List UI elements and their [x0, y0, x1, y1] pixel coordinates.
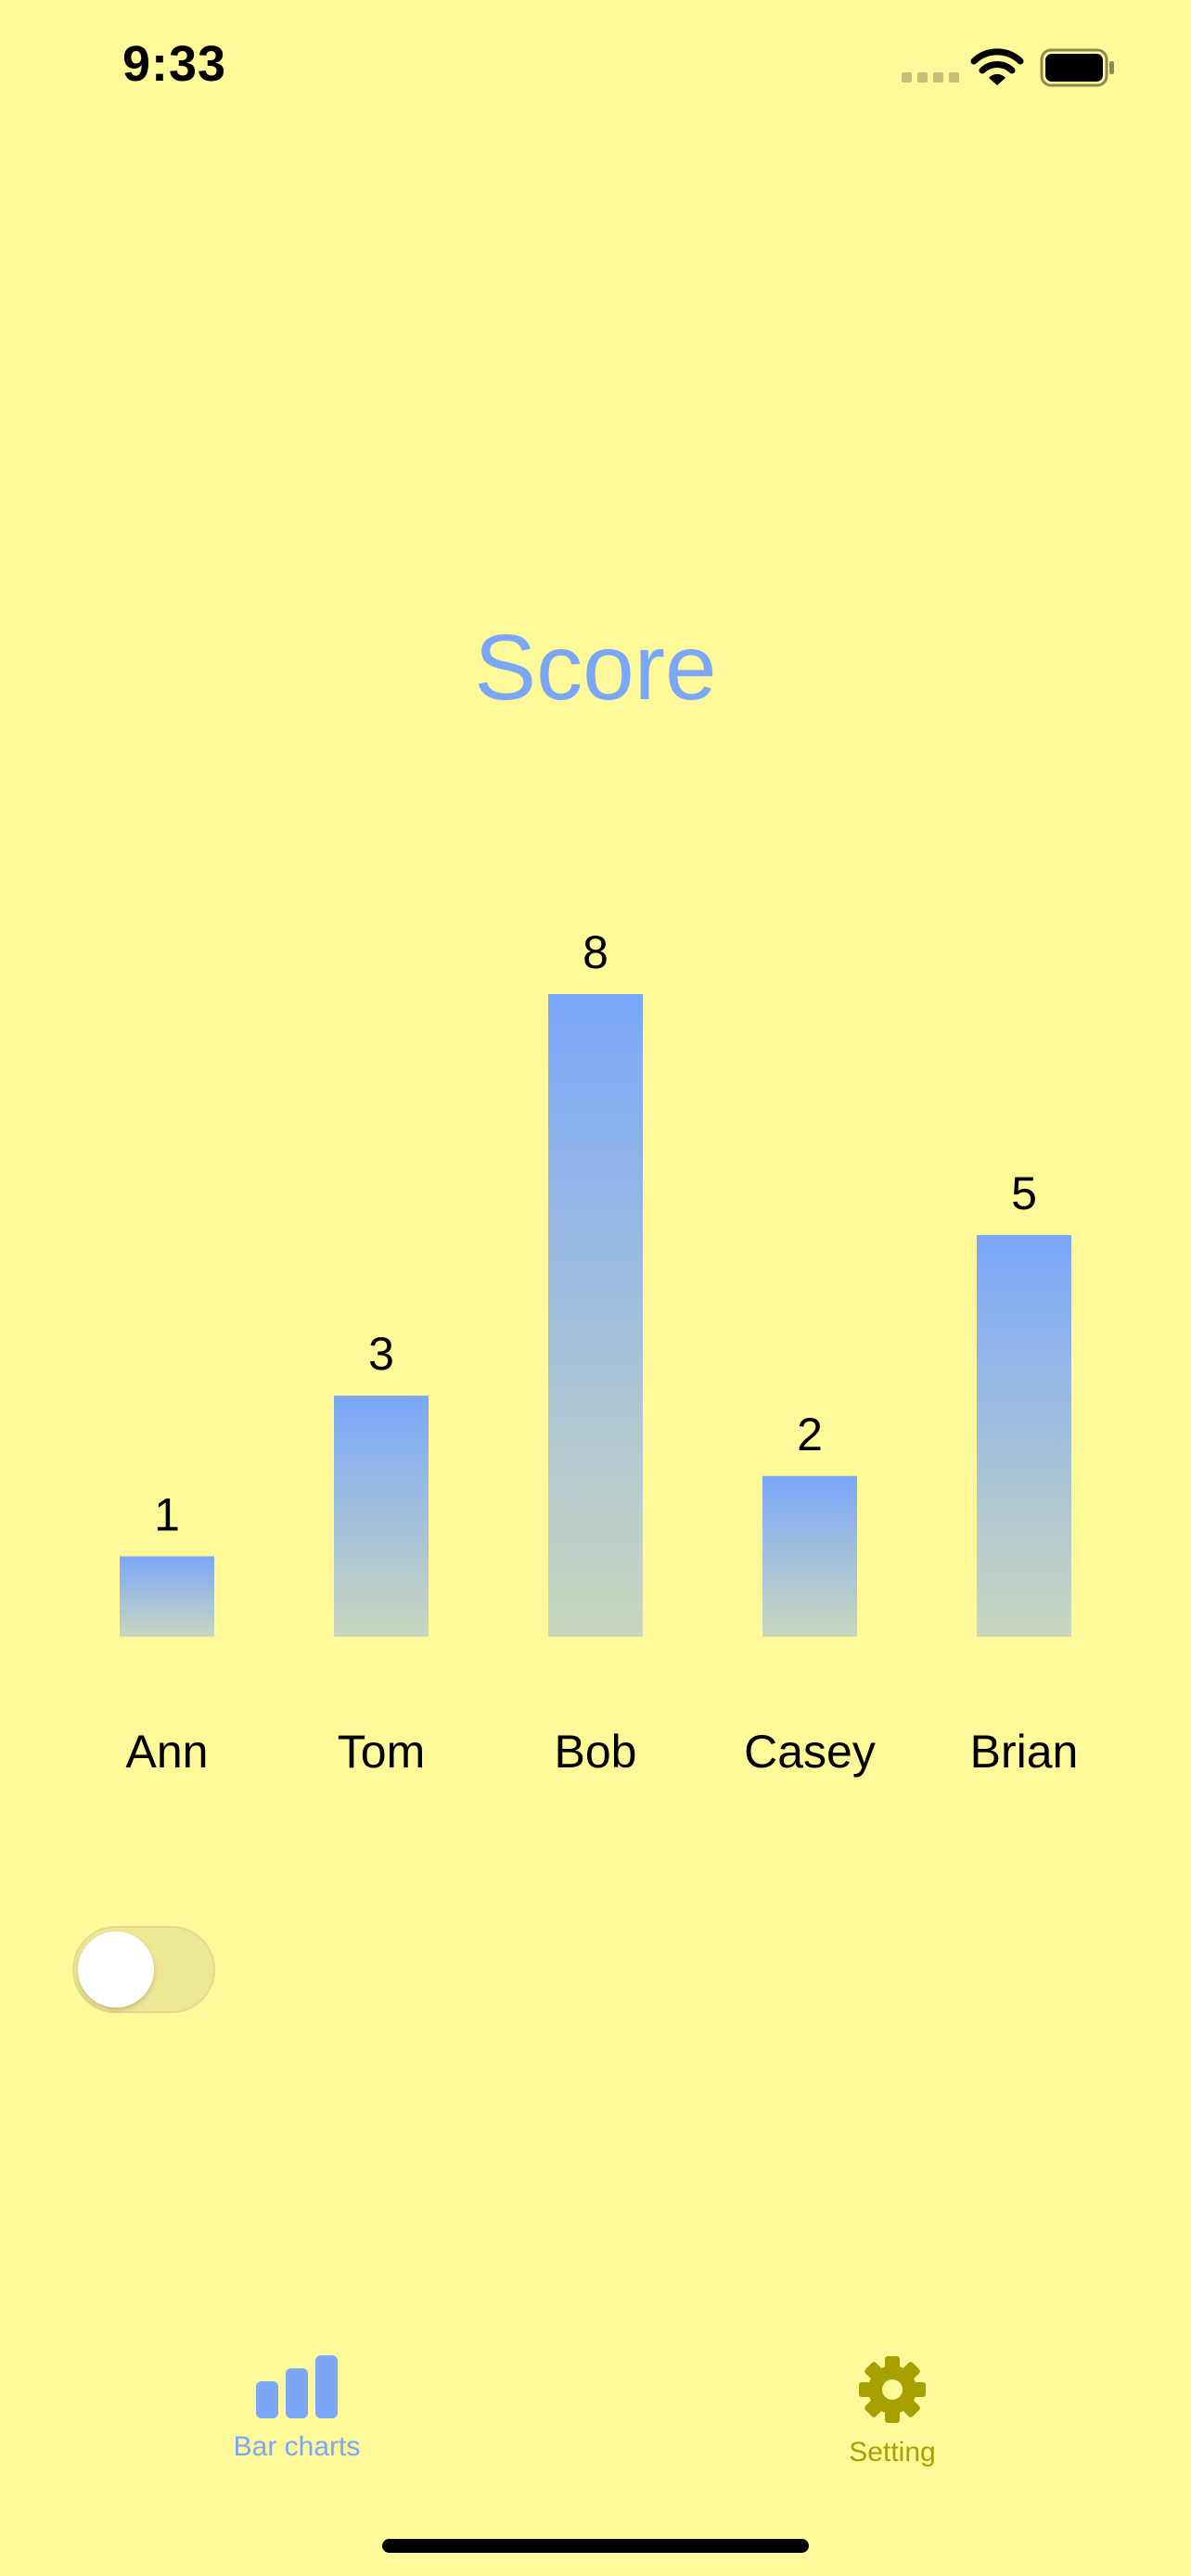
- bars-group: 1 Ann 3 Tom 8 Bob 2 Casey 5 Brian: [120, 926, 1078, 1778]
- tab-setting[interactable]: Setting: [781, 2355, 1004, 2468]
- bar-tom: [334, 1396, 429, 1637]
- bar-category-label: Tom: [338, 1726, 425, 1778]
- toggle-knob[interactable]: [78, 1932, 154, 2008]
- bar-value-label: 2: [797, 1409, 823, 1460]
- battery-icon: [1040, 48, 1114, 87]
- chart-title: Score: [474, 616, 717, 720]
- bar-chart: 1 Ann 3 Tom 8 Bob 2 Casey 5 Brian: [120, 926, 1078, 1778]
- bar-value-label: 8: [583, 926, 608, 978]
- bar-value-label: 1: [154, 1488, 180, 1540]
- chart-bar-icon: [256, 2355, 338, 2418]
- bar-category-label: Brian: [970, 1726, 1079, 1778]
- tab-setting-label: Setting: [849, 2437, 936, 2468]
- gear-icon: [859, 2356, 926, 2423]
- bar-bob: [548, 994, 643, 1637]
- wifi-icon: [970, 48, 1024, 85]
- toggle-switch[interactable]: [72, 1926, 215, 2013]
- bar-category-label: Bob: [555, 1726, 637, 1778]
- home-indicator: [382, 2539, 809, 2553]
- status-time: 9:33: [122, 36, 227, 92]
- bar-category-label: Casey: [744, 1726, 876, 1778]
- bar-value-label: 3: [368, 1328, 394, 1380]
- bar-category-label: Ann: [126, 1726, 209, 1778]
- bar-brian: [977, 1234, 1071, 1637]
- bar-value-label: 5: [1011, 1167, 1037, 1219]
- tab-bar-charts[interactable]: Bar charts: [186, 2355, 408, 2463]
- tab-bar-charts-label: Bar charts: [233, 2431, 361, 2462]
- bar-ann: [120, 1556, 214, 1637]
- cellular-signal-icon: [902, 72, 959, 83]
- bar-casey: [762, 1475, 857, 1637]
